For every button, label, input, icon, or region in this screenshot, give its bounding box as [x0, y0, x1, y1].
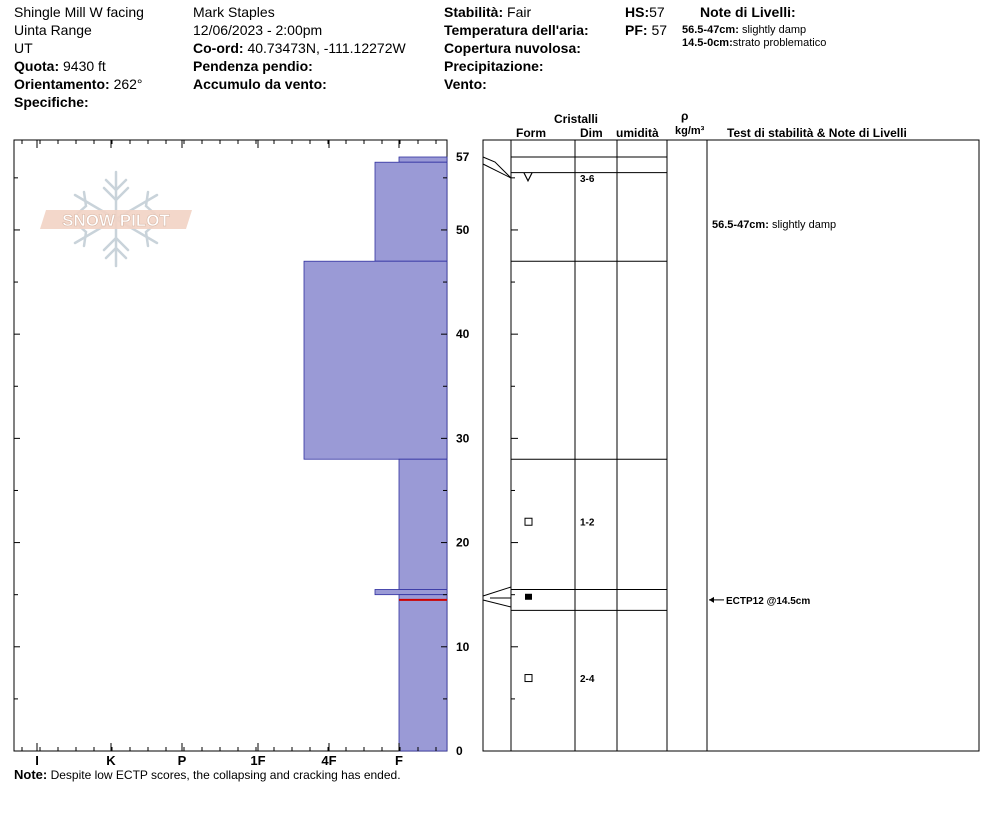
- layer-notes-title: Note di Livelli:: [700, 4, 796, 20]
- layer-note-2: 14.5-0cm:strato problematico: [682, 37, 826, 50]
- observer-name: Mark Staples: [193, 4, 275, 20]
- depth-label-20: 20: [456, 536, 470, 550]
- hardness-bar-4: [374, 589, 448, 596]
- tests-header: Test di stabilità & Note di Livelli: [727, 126, 907, 140]
- precipitation-label: Precipitazione:: [444, 58, 544, 74]
- aspect-value: 262°: [113, 76, 143, 92]
- layer-connector: [482, 586, 512, 597]
- hardness-axis: I K P 1F 4F F: [21, 140, 437, 768]
- crystal-form-symbol-0: [523, 172, 533, 183]
- hardness-bar-2: [303, 260, 448, 460]
- pf-label: PF:: [625, 22, 648, 38]
- crystal-size-1: 1-2: [580, 518, 595, 529]
- depth-label-40: 40: [456, 327, 470, 341]
- hardness-label-I: I: [35, 753, 39, 768]
- crystal-size-0: 3-6: [580, 174, 595, 185]
- range-name: Uinta Range: [14, 22, 92, 38]
- elevation-value: 9430 ft: [63, 58, 106, 74]
- specifics-label: Specifiche:: [14, 94, 89, 110]
- logo-banner: [40, 210, 192, 229]
- logo-text: SNOW PILOT: [62, 211, 170, 230]
- hardness-bar-1: [374, 161, 448, 262]
- slope-label: Pendenza pendio:: [193, 58, 313, 74]
- stability-label: Stabilità:: [444, 4, 504, 20]
- depth-label-57: 57: [456, 150, 470, 164]
- pf-value: 57: [651, 22, 668, 38]
- cloud-cover-label: Copertura nuvolosa:: [444, 40, 581, 56]
- moisture-header: umidità: [616, 126, 659, 140]
- depth-label-10: 10: [456, 640, 470, 654]
- coordinates: Co-ord: 40.73473N, -111.12272W: [193, 40, 406, 57]
- hardness-label-1F: 1F: [250, 753, 265, 768]
- layer-connector: [482, 163, 512, 179]
- layer-note-2-text: strato problematico: [732, 37, 827, 49]
- depth-axis: 0 10 20 30 40 50 57: [14, 150, 518, 758]
- layer-note-1: 56.5-47cm: slightly damp: [682, 24, 806, 37]
- rho-header: ρ: [681, 109, 689, 123]
- hardness-bar-5: [398, 594, 448, 752]
- layer-connector: [482, 599, 512, 608]
- profile-note-0: 56.5-47cm: slightly damp: [712, 219, 836, 231]
- stability-value: Fair: [507, 4, 532, 20]
- hardness-label-F: F: [395, 753, 403, 768]
- aspect: Orientamento: 262°: [14, 76, 143, 93]
- hardness-bar-3: [398, 458, 448, 590]
- snow-height: HS:57: [625, 4, 665, 21]
- note-label: Note:: [14, 767, 48, 782]
- aspect-label: Orientamento:: [14, 76, 110, 92]
- wind-loading-label: Accumulo da vento:: [193, 76, 327, 92]
- location-name: Shingle Mill W facing: [14, 4, 144, 20]
- layer-note-1-range: 56.5-47cm:: [682, 24, 739, 36]
- hardness-bars: [303, 156, 448, 752]
- crystals-header: Cristalli: [554, 112, 599, 126]
- hs-label: HS:: [625, 4, 650, 20]
- layer-note-2-range: 14.5-0cm:: [682, 37, 733, 49]
- footer-note: Note: Despite low ECTP scores, the colla…: [14, 766, 401, 784]
- layer-connector: [482, 156, 512, 179]
- test-arrow-icon-0: [709, 596, 714, 603]
- crystal-size-3: 2-4: [580, 674, 595, 685]
- hs-value: 57: [649, 4, 665, 20]
- density-unit-header: kg/m³: [675, 125, 705, 137]
- elevation: Quota: 9430 ft: [14, 58, 106, 75]
- wind-label: Vento:: [444, 76, 487, 92]
- hardness-label-P: P: [178, 753, 187, 768]
- hardness-label-K: K: [106, 753, 116, 768]
- hardness-label-4F: 4F: [321, 753, 336, 768]
- hardness-bar-0: [398, 156, 448, 163]
- crystal-form-symbol-1: [524, 517, 533, 526]
- test-label-0: ECTP12 @14.5cm: [726, 596, 810, 607]
- form-header: Form: [516, 126, 546, 140]
- crystal-form-symbol-2: [525, 593, 532, 600]
- coord-value: 40.73473N, -111.12272W: [247, 40, 406, 56]
- stability: Stabilità: Fair: [444, 4, 531, 21]
- profile-table-rows: 3-6 1-2 2-4 56.5-47cm: slightly damp ECTP12 …: [523, 172, 836, 685]
- crystal-form-symbol-3: [524, 674, 533, 683]
- note-text: Despite low ECTP scores, the collapsing …: [50, 768, 401, 782]
- layer-note-1-text: slightly damp: [741, 24, 807, 36]
- coord-label: Co-ord:: [193, 40, 244, 56]
- dim-header: Dim: [580, 126, 603, 140]
- air-temp-label: Temperatura dell'aria:: [444, 22, 589, 38]
- profile-table-grid: [482, 140, 708, 751]
- penetration: PF: 57: [625, 22, 667, 39]
- depth-label-0: 0: [456, 744, 463, 758]
- depth-label-30: 30: [456, 431, 470, 445]
- depth-label-50: 50: [456, 223, 470, 237]
- state-name: UT: [14, 40, 33, 56]
- elevation-label: Quota:: [14, 58, 60, 74]
- profile-table-frame: [482, 139, 980, 752]
- observation-datetime: 12/06/2023 - 2:00pm: [193, 22, 323, 38]
